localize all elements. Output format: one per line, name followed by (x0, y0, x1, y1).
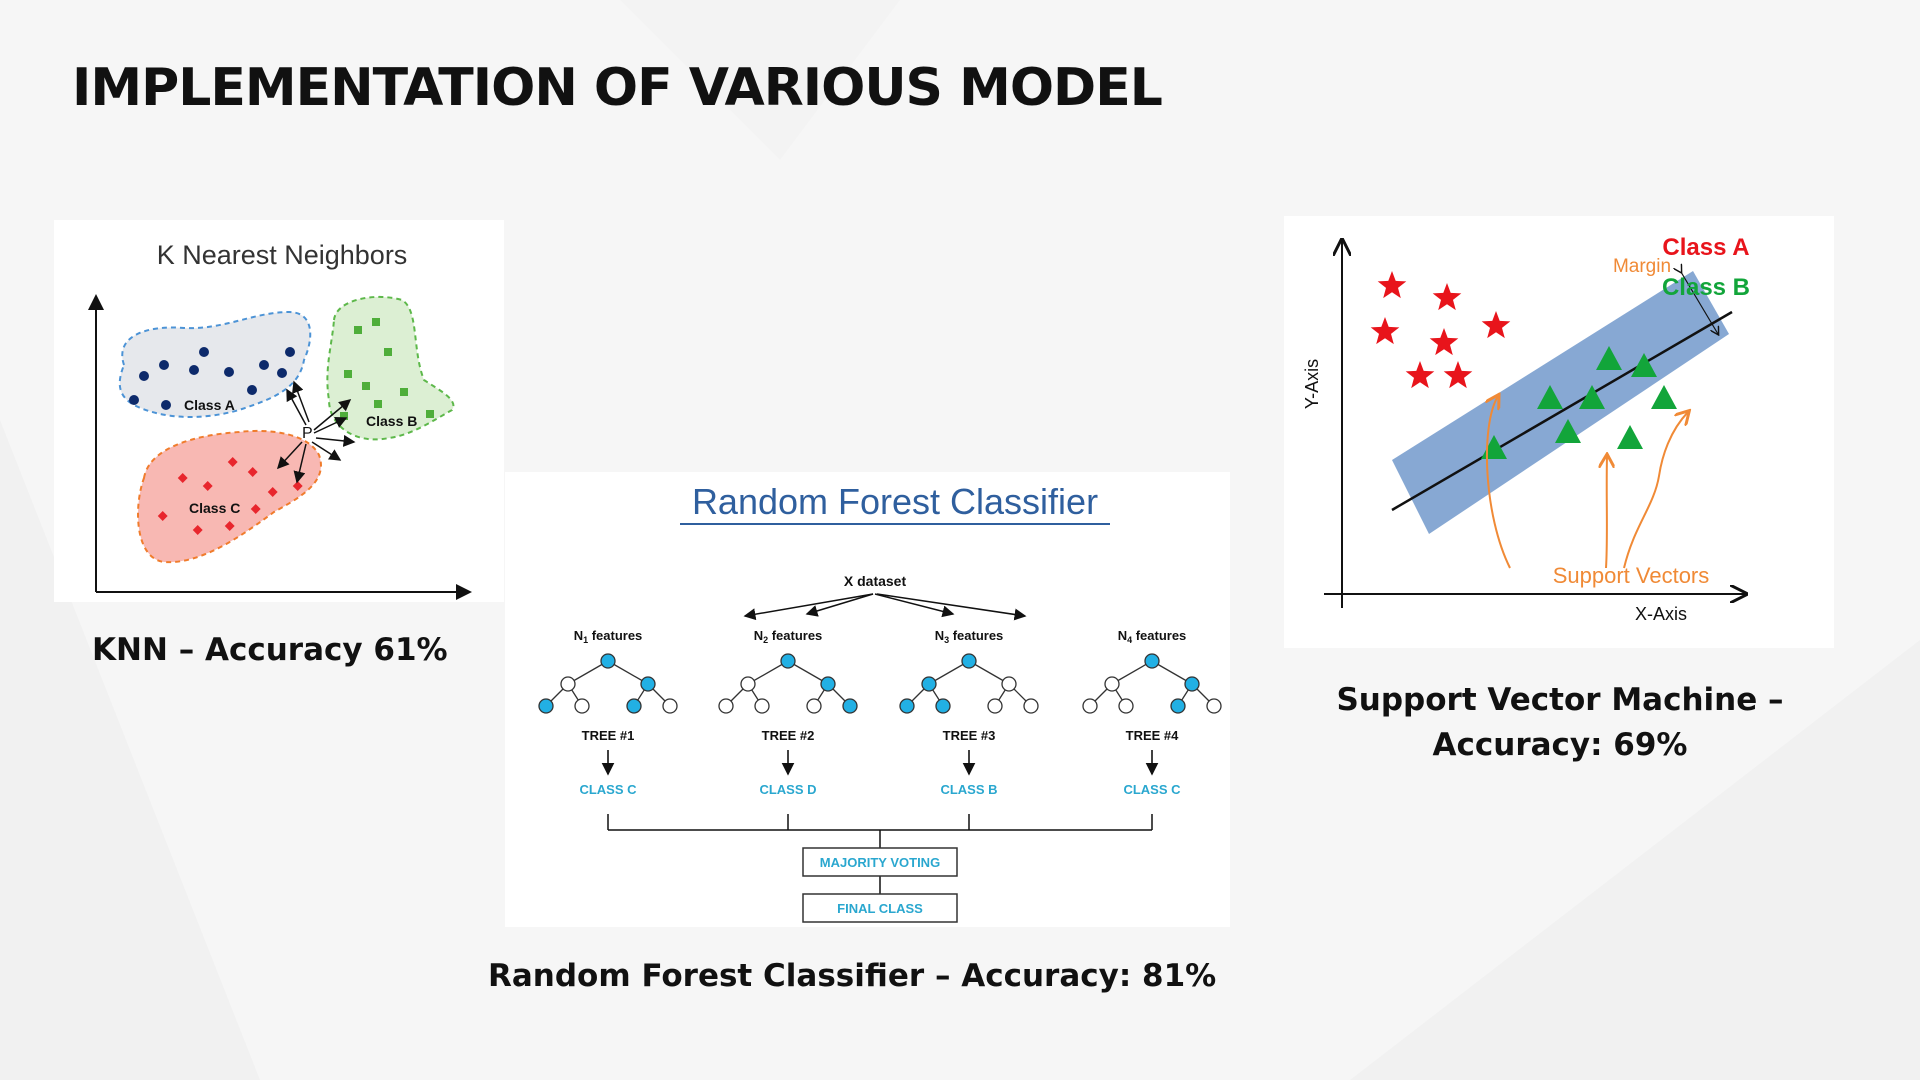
rf-tree: N2 features TREE #2 CLASS D (718, 628, 858, 797)
rf-combine-lines (607, 814, 1153, 894)
rf-tree-node (640, 676, 656, 692)
svm-diagram: Y-Axis X-Axis Margin Class A Class B Sup… (1284, 216, 1834, 648)
svm-support-vectors-label: Support Vectors (1553, 563, 1710, 588)
svm-support-vector-arrows (1487, 396, 1688, 569)
rf-tree-node (961, 653, 977, 669)
rf-tree-node (1104, 676, 1120, 692)
slide-title: IMPLEMENTATION OF VARIOUS MODEL (72, 58, 1163, 118)
rf-tree: N1 features TREE #1 CLASS C (538, 628, 678, 797)
rf-majority-box (802, 847, 958, 877)
rf-trees: N1 features TREE #1 CLASS C N2 features TREE… (538, 628, 1222, 797)
svm-caption-line-2: Accuracy: 69% (1432, 727, 1688, 763)
knn-caption: KNN – Accuracy 61% (92, 632, 448, 668)
svm-class-a-points (1370, 271, 1511, 389)
rf-tree-node (1023, 698, 1039, 714)
rf-tree-node (754, 698, 770, 714)
knn-class-c-label: Class C (189, 500, 240, 516)
svm-class-b-triangle (1537, 385, 1563, 409)
rf-tree-features: N1 features (574, 628, 643, 645)
rf-tree-node (1184, 676, 1200, 692)
svm-caption-line-1: Support Vector Machine – (1336, 682, 1784, 718)
svm-class-a-star (1429, 328, 1459, 356)
knn-neighbor-arrows (276, 380, 356, 484)
svm-class-a-star (1377, 271, 1407, 299)
svm-class-b-triangle (1617, 425, 1643, 449)
rf-tree-class: CLASS C (1123, 782, 1181, 797)
rf-tree-node (780, 653, 796, 669)
svm-caption: Support Vector Machine – Accuracy: 69% (1300, 678, 1820, 768)
rf-tree-features: N4 features (1118, 628, 1187, 645)
rf-tree-node (560, 676, 576, 692)
rf-tree-node (662, 698, 678, 714)
random-forest-diagram: Random Forest Classifier X dataset N1 fe… (505, 472, 1230, 927)
knn-class-b-label: Class B (366, 413, 417, 429)
svm-class-a-star (1481, 311, 1511, 339)
svm-class-a-star (1370, 317, 1400, 345)
rf-tree-node (806, 698, 822, 714)
knn-class-a-label: Class A (184, 397, 235, 413)
svm-class-b-label: Class B (1662, 274, 1750, 301)
svm-class-a-label: Class A (1662, 234, 1749, 261)
knn-query-point: P (302, 425, 313, 442)
rf-tree-node (626, 698, 642, 714)
svm-hyperplane (1391, 310, 1733, 512)
rf-tree-node (842, 698, 858, 714)
rf-tree-node (921, 676, 937, 692)
rf-tree-node (899, 698, 915, 714)
svm-y-axis-label: Y-Axis (1302, 359, 1322, 409)
rf-tree-name: TREE #2 (762, 728, 815, 743)
svm-class-b-triangle (1651, 385, 1677, 409)
rf-tree-node (1206, 698, 1222, 714)
svm-class-a-star (1432, 283, 1462, 311)
svm-class-a-star (1405, 361, 1435, 389)
rf-tree-class: CLASS B (940, 782, 997, 797)
rf-tree-node (987, 698, 1003, 714)
rf-tree-node (935, 698, 951, 714)
rf-tree-node (1118, 698, 1134, 714)
rf-tree-node (1082, 698, 1098, 714)
rf-tree-class: CLASS C (579, 782, 637, 797)
rf-final-label: FINAL CLASS (837, 901, 923, 916)
rf-majority-label: MAJORITY VOTING (820, 855, 940, 870)
knn-class-c-region (137, 429, 322, 564)
knn-class-a-region (118, 310, 312, 418)
svm-margin-arrow (1681, 272, 1718, 334)
rf-tree-node (600, 653, 616, 669)
rf-tree-node (718, 698, 734, 714)
rf-tree-name: TREE #1 (582, 728, 635, 743)
svm-class-b-triangle (1555, 419, 1581, 443)
svm-class-b-triangle (1631, 353, 1657, 377)
rf-caption: Random Forest Classifier – Accuracy: 81% (488, 958, 1217, 994)
svm-class-b-triangle (1596, 346, 1622, 370)
rf-final-box (802, 893, 958, 923)
svm-margin-band (1392, 271, 1729, 534)
rf-dataset-arrows (743, 593, 1027, 621)
rf-dataset-label: X dataset (844, 573, 907, 589)
rf-tree-node (1170, 698, 1186, 714)
svm-class-a-star (1443, 361, 1473, 389)
rf-tree-node (740, 676, 756, 692)
rf-tree-node (538, 698, 554, 714)
knn-diagram: K Nearest Neighbors (54, 220, 504, 602)
rf-tree-node (574, 698, 590, 714)
rf-tree-name: TREE #3 (943, 728, 996, 743)
svm-x-axis-label: X-Axis (1635, 604, 1687, 624)
rf-tree: N3 features TREE #3 CLASS B (899, 628, 1039, 797)
rf-heading: Random Forest Classifier (692, 481, 1098, 522)
rf-tree-node (1001, 676, 1017, 692)
knn-heading: K Nearest Neighbors (157, 240, 408, 270)
rf-tree-features: N3 features (935, 628, 1004, 645)
rf-tree-class: CLASS D (759, 782, 816, 797)
knn-class-c-points (157, 457, 303, 535)
svm-class-b-triangle (1579, 385, 1605, 409)
svm-margin-label: Margin (1613, 256, 1671, 277)
rf-tree-name: TREE #4 (1126, 728, 1180, 743)
rf-tree: N4 features TREE #4 CLASS C (1082, 628, 1222, 797)
knn-class-a-points (129, 347, 295, 410)
knn-class-b-points (340, 318, 434, 420)
rf-tree-features: N2 features (754, 628, 823, 645)
rf-tree-node (820, 676, 836, 692)
rf-tree-node (1144, 653, 1160, 669)
